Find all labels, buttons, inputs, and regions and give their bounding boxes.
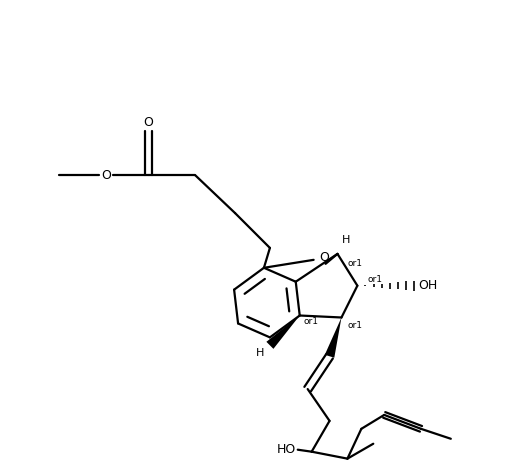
- Polygon shape: [324, 317, 341, 358]
- Text: O: O: [143, 116, 153, 129]
- Text: H: H: [341, 235, 349, 245]
- Text: or1: or1: [367, 275, 382, 284]
- Polygon shape: [266, 315, 299, 349]
- Text: HO: HO: [276, 443, 295, 456]
- Text: or1: or1: [303, 317, 318, 326]
- Text: O: O: [100, 169, 111, 182]
- Text: or1: or1: [347, 321, 362, 330]
- Text: O: O: [319, 251, 329, 264]
- Text: H: H: [255, 348, 264, 358]
- Text: OH: OH: [417, 279, 436, 292]
- Text: or1: or1: [347, 259, 362, 268]
